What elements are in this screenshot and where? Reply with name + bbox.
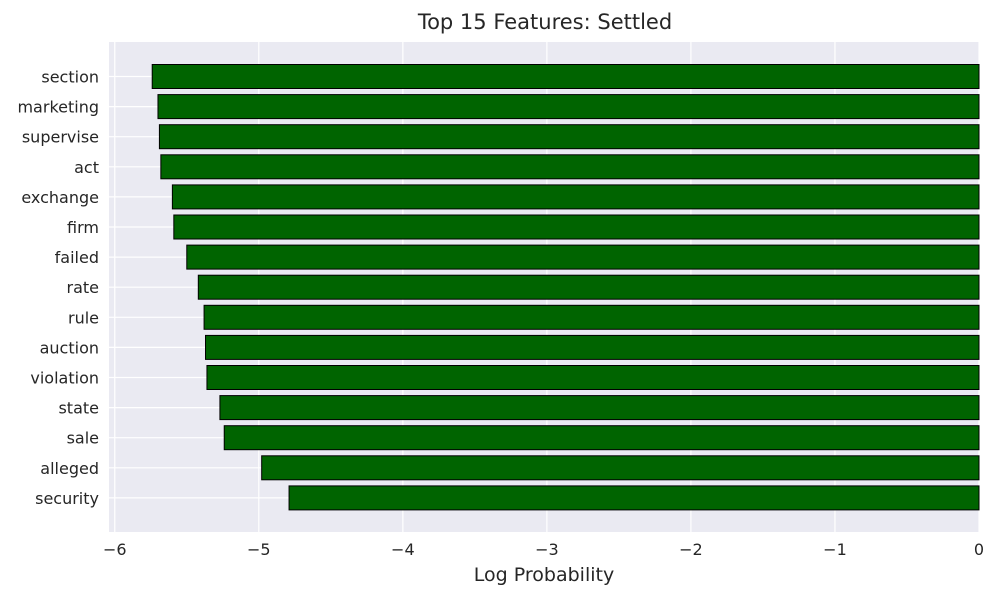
y-tick-label: state <box>58 399 99 418</box>
y-tick-label: failed <box>55 248 99 267</box>
y-tick-labels: section marketing supervise act exchange firm… <box>17 68 99 508</box>
x-tick-label: −6 <box>103 540 127 559</box>
y-tick-label: security <box>35 489 99 508</box>
bar-security <box>288 485 980 511</box>
bar-rule <box>203 304 980 330</box>
bar-alleged <box>261 455 980 481</box>
y-tick-label: supervise <box>22 128 99 147</box>
y-tick-label: firm <box>67 218 99 237</box>
bar-auction <box>205 334 980 360</box>
bar-supervise <box>158 124 980 150</box>
y-tick-label: marketing <box>17 98 99 117</box>
x-tick-labels: −6 −5 −4 −3 −2 −1 0 <box>103 540 984 559</box>
bar-state <box>219 395 980 421</box>
y-tick-label: alleged <box>40 459 99 478</box>
bar-sale <box>223 425 980 451</box>
x-tick-label: −5 <box>247 540 271 559</box>
bars <box>151 64 980 511</box>
x-tick-label: −4 <box>391 540 415 559</box>
bar-section <box>151 64 980 89</box>
bar-marketing <box>157 94 980 120</box>
y-tick-label: rule <box>68 308 99 327</box>
x-tick-label: −3 <box>535 540 559 559</box>
bar-exchange <box>171 184 980 210</box>
x-tick-label: 0 <box>974 540 984 559</box>
y-tick-label: section <box>41 68 99 87</box>
y-tick-label: act <box>74 158 99 177</box>
y-tick-label: exchange <box>21 188 99 207</box>
bar-failed <box>186 244 980 270</box>
bar-rate <box>197 274 980 300</box>
bar-act <box>160 154 980 180</box>
x-tick-label: −2 <box>679 540 703 559</box>
bar-firm <box>173 214 980 240</box>
bar-violation <box>206 365 980 390</box>
y-tick-label: sale <box>67 429 99 448</box>
y-tick-label: rate <box>67 278 100 297</box>
x-axis-label: Log Probability <box>474 564 614 586</box>
y-tick-label: auction <box>40 338 99 357</box>
chart-title: Top 15 Features: Settled <box>417 10 673 34</box>
y-tick-label: violation <box>30 369 99 388</box>
x-tick-label: −1 <box>823 540 847 559</box>
